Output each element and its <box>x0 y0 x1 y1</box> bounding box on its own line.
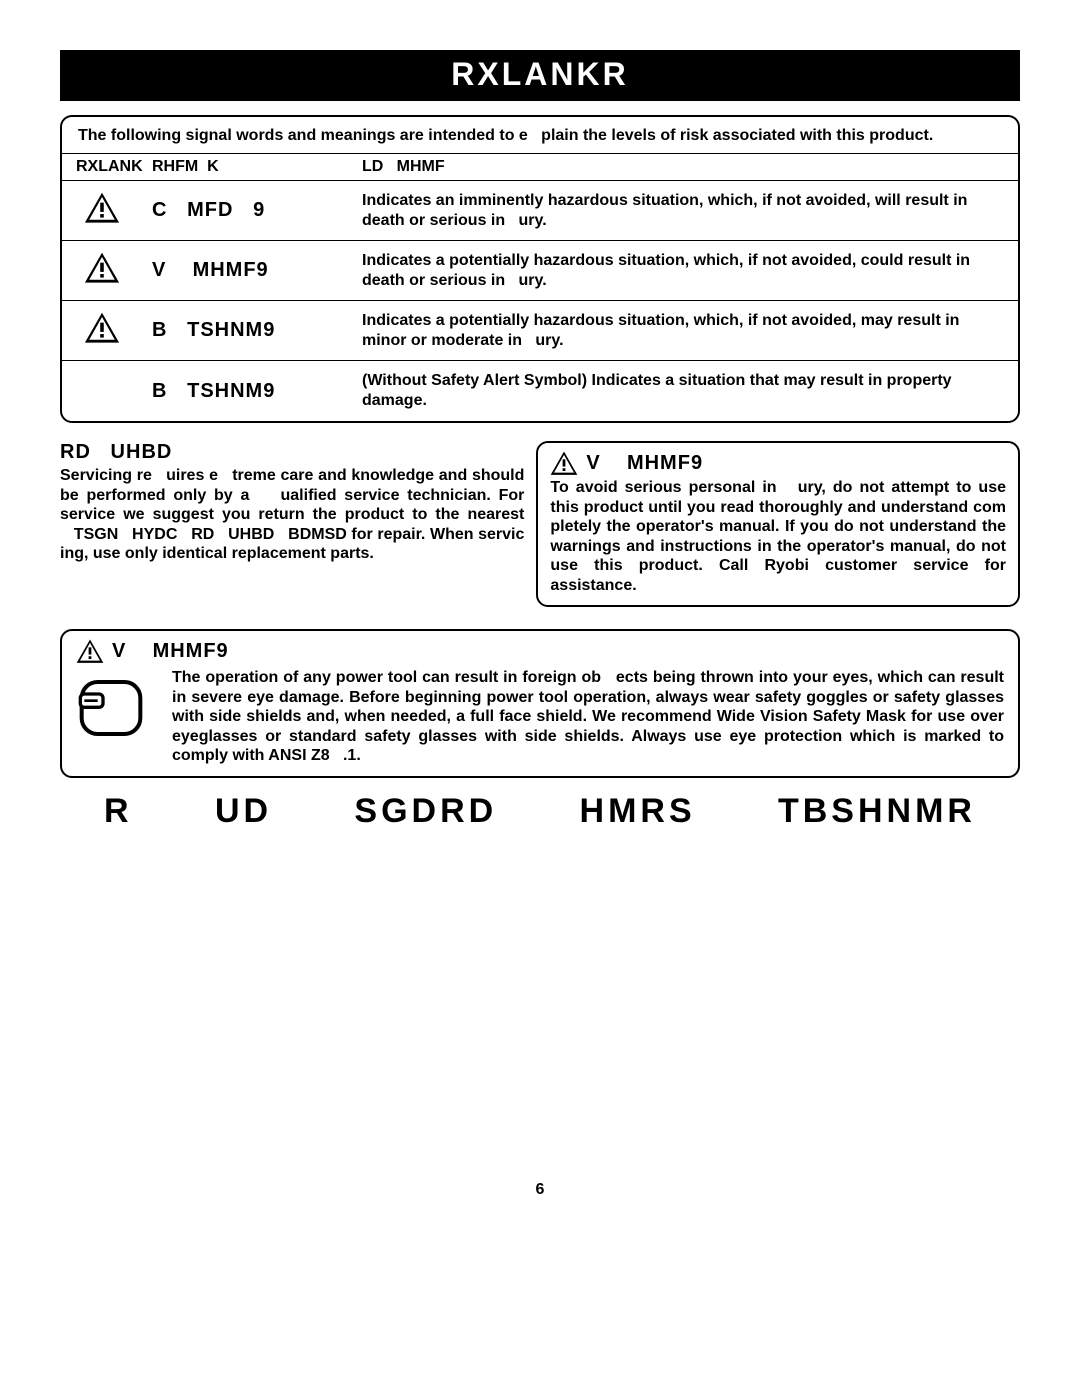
row-signal-cell: B TSHNM9 <box>152 374 362 409</box>
warning-box-header: V MHMF9 <box>550 451 1006 476</box>
header-signal: RHFM K <box>152 154 362 180</box>
row-symbol-cell <box>62 186 152 235</box>
table-row: C MFD 9 Indicates an imminently hazardou… <box>62 181 1018 241</box>
service-text: Servicing re uires e treme care and know… <box>60 466 524 564</box>
header-symbol: RXLANK <box>62 154 152 180</box>
service-text-before: Servicing re uires e treme care and know… <box>60 467 524 523</box>
symbols-banner: RXLANKR <box>60 50 1020 101</box>
row-signal-cell: V MHMF9 <box>152 253 362 288</box>
warning-triangle-icon <box>84 252 120 284</box>
warning-triangle-icon <box>76 639 104 664</box>
warning-triangle-icon <box>550 451 578 476</box>
row-meaning-cell: Indicates a potentially hazardous situat… <box>362 305 1018 357</box>
row-symbol-cell <box>62 385 152 397</box>
row-signal-cell: C MFD 9 <box>152 193 362 228</box>
goggle-icon-cell <box>76 668 154 743</box>
service-heading: RD UHBD <box>60 441 524 464</box>
table-header-row: RXLANK RHFM K LD MHMF <box>62 154 1018 181</box>
warning-triangle-icon <box>84 192 120 224</box>
signal-word-table: The following signal words and meanings … <box>60 115 1020 423</box>
eye-warning-header: V MHMF9 <box>76 639 1004 664</box>
row-symbol-cell <box>62 306 152 355</box>
warning-box: V MHMF9 To avoid serious personal in ury… <box>536 441 1020 607</box>
row-meaning-cell: (Without Safety Alert Symbol) Indicates … <box>362 365 1018 417</box>
table-intro: The following signal words and meanings … <box>62 117 1018 154</box>
header-meaning: LD MHMF <box>362 154 1018 180</box>
safety-goggles-icon <box>76 678 146 738</box>
table-row: B TSHNM9 (Without Safety Alert Symbol) I… <box>62 361 1018 421</box>
row-signal-cell: B TSHNM9 <box>152 313 362 348</box>
service-text-strong: TSGN HYDC RD UHBD BDMSD <box>60 526 347 543</box>
eye-warning-label: V MHMF9 <box>112 640 229 663</box>
table-row: B TSHNM9 Indicates a potentially hazardo… <box>62 301 1018 361</box>
eye-warning-box: V MHMF9 The operation of any power tool … <box>60 629 1020 778</box>
eye-warning-text: The operation of any power tool can resu… <box>172 668 1004 766</box>
row-meaning-cell: Indicates an imminently hazardous situat… <box>362 185 1018 237</box>
save-instructions-line: R UD SGDRD HMRS TBSHNMR <box>60 792 1020 831</box>
warning-box-text: To avoid serious personal in ury, do not… <box>550 478 1006 595</box>
warning-box-label: V MHMF9 <box>586 452 703 475</box>
table-row: V MHMF9 Indicates a potentially hazardou… <box>62 241 1018 301</box>
row-meaning-cell: Indicates a potentially hazardous situat… <box>362 245 1018 297</box>
row-symbol-cell <box>62 246 152 295</box>
warning-triangle-icon <box>84 312 120 344</box>
page-number: 6 <box>60 1181 1020 1199</box>
